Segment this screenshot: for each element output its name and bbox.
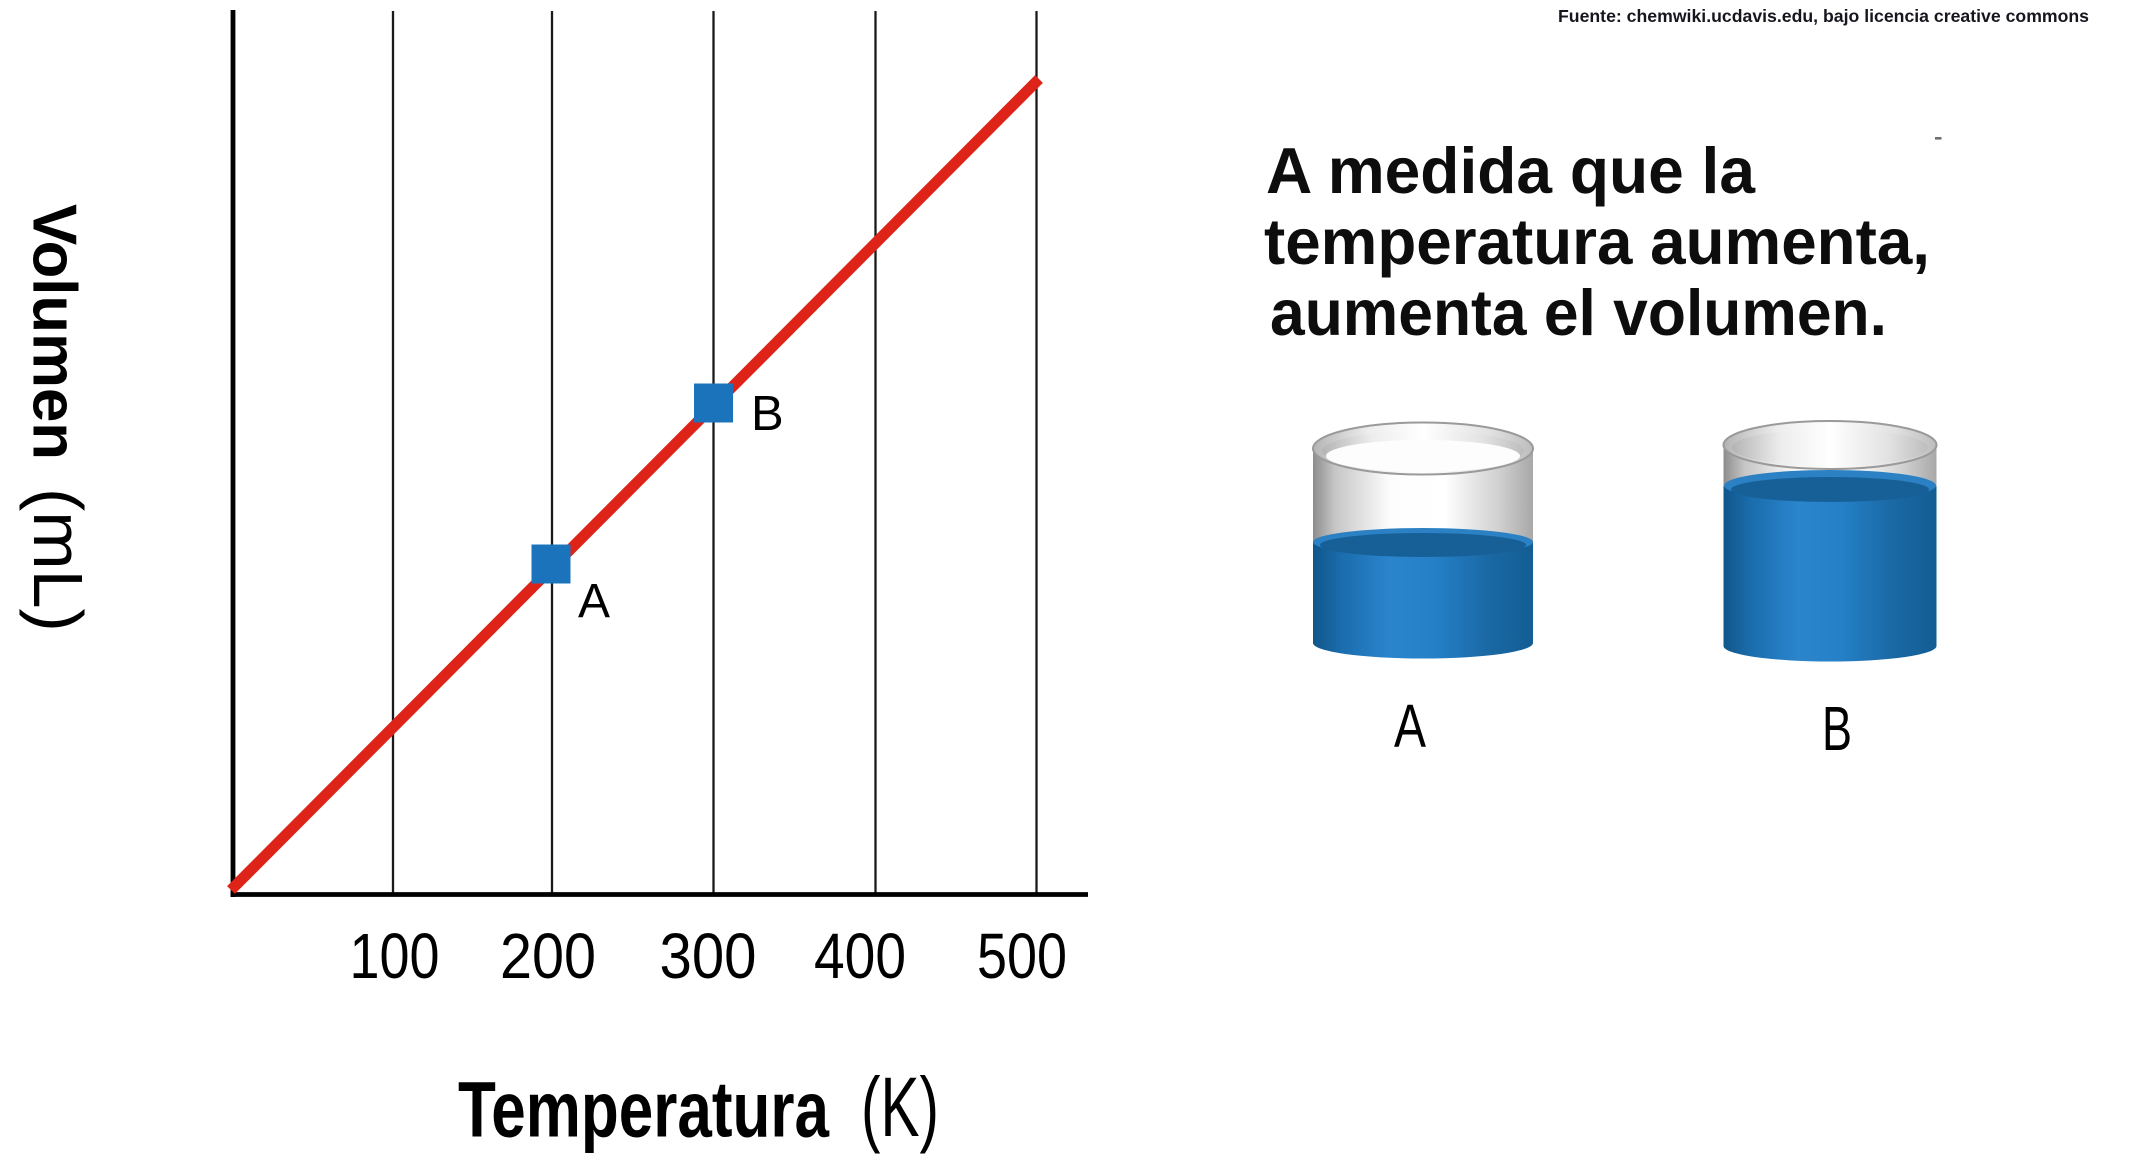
svg-text:B: B — [1822, 695, 1852, 764]
svg-text:B: B — [751, 387, 784, 441]
svg-text:Fuente: chemwiki.ucdavis.edu,: Fuente: chemwiki.ucdavis.edu, bajo licen… — [1558, 6, 2089, 26]
svg-text:aumenta el volumen.: aumenta el volumen. — [1270, 276, 1887, 349]
svg-text:Temperatura: Temperatura — [458, 1065, 830, 1154]
svg-text:A: A — [578, 575, 610, 628]
svg-text:(mL): (mL) — [19, 488, 97, 632]
svg-text:temperatura aumenta,: temperatura aumenta, — [1264, 205, 1930, 278]
svg-text:200: 200 — [500, 920, 596, 992]
svg-text:300: 300 — [660, 920, 757, 992]
svg-text:A: A — [1394, 692, 1426, 760]
svg-text:A medida que la: A medida que la — [1266, 134, 1756, 207]
svg-text:Volumen: Volumen — [20, 204, 89, 460]
svg-text:100: 100 — [350, 920, 440, 992]
svg-text:500: 500 — [977, 920, 1067, 992]
svg-text:(K): (K) — [861, 1060, 939, 1154]
svg-text:400: 400 — [814, 920, 906, 992]
